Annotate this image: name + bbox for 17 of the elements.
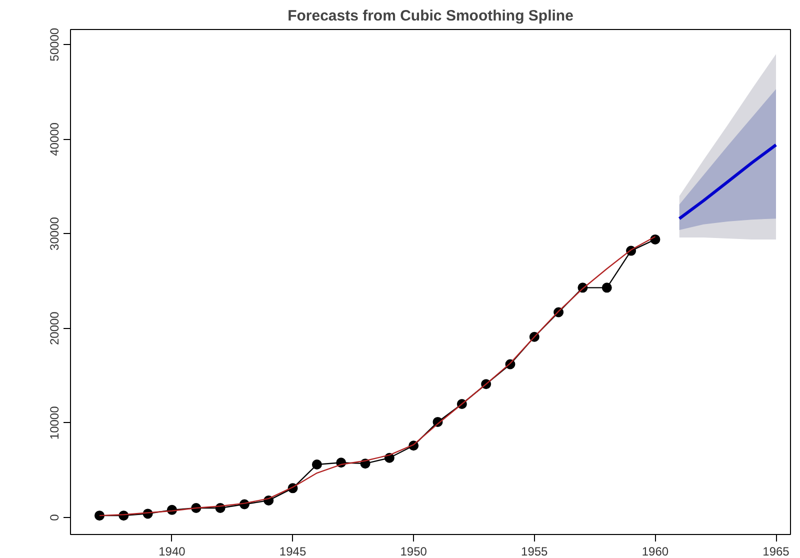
line-series	[678, 143, 778, 220]
x-tick-label: 1950	[400, 544, 428, 558]
y-tick-label: 40000	[48, 122, 62, 156]
y-tick-label: 50000	[48, 28, 62, 62]
y-tick-label: 0	[48, 514, 62, 521]
x-tick-label: 1965	[762, 544, 790, 558]
point	[312, 460, 322, 470]
x-tick-label: 1940	[158, 544, 186, 558]
y-tick-label: 10000	[48, 406, 62, 440]
x-tick-label: 1955	[521, 544, 548, 558]
x-tick-label: 1945	[279, 544, 306, 558]
point	[602, 282, 612, 293]
point	[94, 510, 104, 521]
y-tick-label: 20000	[48, 311, 62, 346]
x-tick-label: 1960	[642, 544, 669, 558]
chart-title: Forecasts from Cubic Smoothing Spline	[288, 8, 574, 24]
y-tick-label: 30000	[48, 216, 62, 250]
